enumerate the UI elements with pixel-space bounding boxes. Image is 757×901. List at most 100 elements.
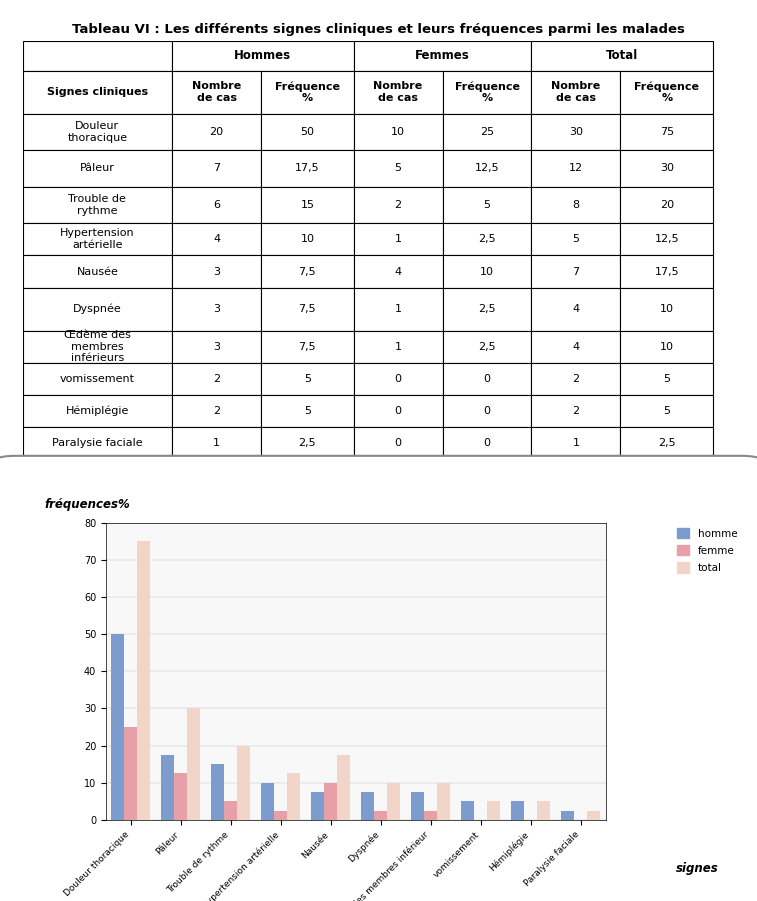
Text: 4: 4 bbox=[213, 234, 220, 244]
Bar bbox=[443, 395, 531, 427]
Text: 12: 12 bbox=[569, 163, 583, 173]
Legend: homme, femme, total: homme, femme, total bbox=[674, 524, 740, 576]
Bar bbox=[224, 801, 238, 820]
Bar bbox=[621, 150, 713, 187]
Text: 6: 6 bbox=[213, 200, 220, 210]
Bar bbox=[238, 746, 251, 820]
Text: 75: 75 bbox=[659, 127, 674, 137]
Bar bbox=[488, 801, 500, 820]
Bar bbox=[621, 187, 713, 223]
Bar bbox=[261, 114, 354, 150]
Bar bbox=[172, 41, 354, 70]
Bar bbox=[261, 187, 354, 223]
Text: 20: 20 bbox=[210, 127, 223, 137]
Bar bbox=[354, 41, 531, 70]
Bar bbox=[261, 255, 354, 287]
Text: 1: 1 bbox=[572, 439, 579, 449]
Bar bbox=[111, 634, 124, 820]
Text: 3: 3 bbox=[213, 341, 220, 351]
Text: 2: 2 bbox=[213, 406, 220, 416]
Text: 1: 1 bbox=[394, 341, 401, 351]
Bar bbox=[354, 70, 443, 114]
Text: 0: 0 bbox=[484, 374, 491, 384]
Text: 17,5: 17,5 bbox=[295, 163, 319, 173]
Bar bbox=[621, 287, 713, 331]
Bar bbox=[174, 773, 188, 820]
Bar bbox=[311, 792, 324, 820]
Text: 4: 4 bbox=[394, 267, 402, 277]
Text: 20: 20 bbox=[659, 200, 674, 210]
Bar bbox=[361, 792, 374, 820]
Bar bbox=[621, 427, 713, 460]
Text: 4: 4 bbox=[572, 341, 580, 351]
Text: 4: 4 bbox=[572, 305, 580, 314]
Text: Femmes: Femmes bbox=[415, 49, 470, 62]
Bar bbox=[388, 783, 400, 820]
Bar bbox=[374, 811, 388, 820]
Bar bbox=[621, 395, 713, 427]
Bar bbox=[531, 287, 621, 331]
Bar bbox=[438, 783, 450, 820]
Text: 2: 2 bbox=[394, 200, 402, 210]
Text: 17,5: 17,5 bbox=[654, 267, 679, 277]
Bar bbox=[261, 331, 354, 363]
Bar bbox=[338, 755, 350, 820]
Text: 2,5: 2,5 bbox=[478, 305, 496, 314]
Text: 2: 2 bbox=[213, 374, 220, 384]
Bar bbox=[537, 801, 550, 820]
Text: 1: 1 bbox=[394, 305, 401, 314]
Bar bbox=[443, 255, 531, 287]
Text: signes: signes bbox=[676, 862, 719, 875]
Bar bbox=[23, 41, 172, 70]
Bar bbox=[531, 223, 621, 255]
Text: 2,5: 2,5 bbox=[478, 341, 496, 351]
Bar bbox=[172, 331, 261, 363]
Text: 1: 1 bbox=[394, 234, 401, 244]
Bar bbox=[561, 811, 574, 820]
Bar bbox=[261, 363, 354, 395]
Text: 2,5: 2,5 bbox=[478, 234, 496, 244]
Bar bbox=[531, 363, 621, 395]
Text: vomissement: vomissement bbox=[60, 374, 135, 384]
Bar bbox=[188, 708, 201, 820]
Text: Nombre
de cas: Nombre de cas bbox=[373, 81, 422, 103]
Bar bbox=[23, 427, 172, 460]
Bar bbox=[621, 114, 713, 150]
Bar bbox=[261, 427, 354, 460]
Text: Douleur
thoracique: Douleur thoracique bbox=[67, 121, 127, 142]
Bar bbox=[531, 114, 621, 150]
FancyBboxPatch shape bbox=[0, 456, 757, 901]
Bar bbox=[354, 187, 443, 223]
Text: 2,5: 2,5 bbox=[658, 439, 675, 449]
Bar bbox=[23, 287, 172, 331]
Bar bbox=[443, 114, 531, 150]
Bar bbox=[172, 363, 261, 395]
Text: Dyspnée: Dyspnée bbox=[73, 304, 122, 314]
Bar bbox=[531, 187, 621, 223]
Text: 30: 30 bbox=[569, 127, 583, 137]
Text: Hémiplégie: Hémiplégie bbox=[66, 406, 129, 416]
Bar bbox=[138, 542, 151, 820]
Text: Trouble de
rythme: Trouble de rythme bbox=[68, 194, 126, 215]
Bar bbox=[172, 70, 261, 114]
Bar bbox=[511, 801, 524, 820]
Bar bbox=[531, 395, 621, 427]
Bar bbox=[172, 255, 261, 287]
Text: 5: 5 bbox=[663, 406, 670, 416]
Bar bbox=[261, 223, 354, 255]
Text: 5: 5 bbox=[394, 163, 401, 173]
Text: 12,5: 12,5 bbox=[475, 163, 500, 173]
Bar bbox=[443, 427, 531, 460]
Text: 0: 0 bbox=[484, 406, 491, 416]
Bar bbox=[621, 331, 713, 363]
Text: Tableau VI : Les différents signes cliniques et leurs fréquences parmi les malad: Tableau VI : Les différents signes clini… bbox=[72, 23, 685, 35]
Bar bbox=[531, 41, 713, 70]
Bar bbox=[23, 363, 172, 395]
Bar bbox=[531, 255, 621, 287]
Text: Signes cliniques: Signes cliniques bbox=[47, 87, 148, 97]
Bar bbox=[274, 811, 288, 820]
Text: 2: 2 bbox=[572, 406, 580, 416]
Text: Hommes: Hommes bbox=[235, 49, 291, 62]
Bar bbox=[531, 70, 621, 114]
Bar bbox=[621, 255, 713, 287]
